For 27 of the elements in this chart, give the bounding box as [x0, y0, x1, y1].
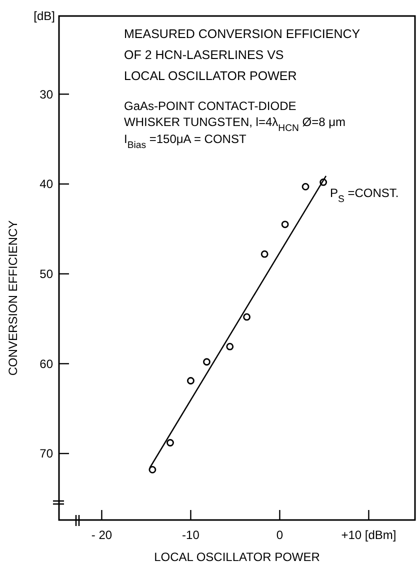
- annotation: WHISKER TUNGSTEN, l=4λ$_{HCN}$ Ø=8 μm: [124, 115, 346, 134]
- annotation: I$_{Bias}$ =150μA = CONST: [124, 132, 247, 151]
- point: [187, 377, 194, 384]
- point: [166, 439, 174, 446]
- text: MEASURED CONVERSION EFFICIENCY OF 2 HCN-LASERLINES VS LOCAL OSCILLATOR POWER: [124, 27, 361, 83]
- x-tick-label: -10: [182, 528, 200, 542]
- point: [243, 313, 250, 321]
- x-axis-title: LOCAL OSCILLATOR POWER: [154, 550, 320, 564]
- point: [203, 358, 210, 366]
- y-tick-label: 30: [40, 87, 54, 102]
- point: [260, 250, 268, 258]
- text: [dB]: [34, 9, 55, 23]
- y-tick-label: 60: [40, 356, 54, 371]
- y-tick-label: 40: [40, 177, 54, 192]
- y-tick-label: 50: [40, 267, 54, 282]
- point: [302, 182, 310, 190]
- y-tick-label: 70: [40, 446, 54, 461]
- point: [320, 178, 328, 186]
- x-tick-label: +10 [dBm]: [341, 528, 396, 542]
- x-tick-label: - 20: [91, 528, 112, 542]
- x-tick-label: 0: [276, 528, 284, 542]
- point: [148, 466, 156, 474]
- y-axis-title: CONVERSION EFFICIENCY: [6, 220, 20, 376]
- annotation: GaAs-POINT CONTACT-DIODE: [124, 99, 296, 113]
- point: [281, 220, 289, 228]
- point: [226, 342, 234, 350]
- annotation: P$_{S}$ =CONST.: [330, 186, 399, 205]
